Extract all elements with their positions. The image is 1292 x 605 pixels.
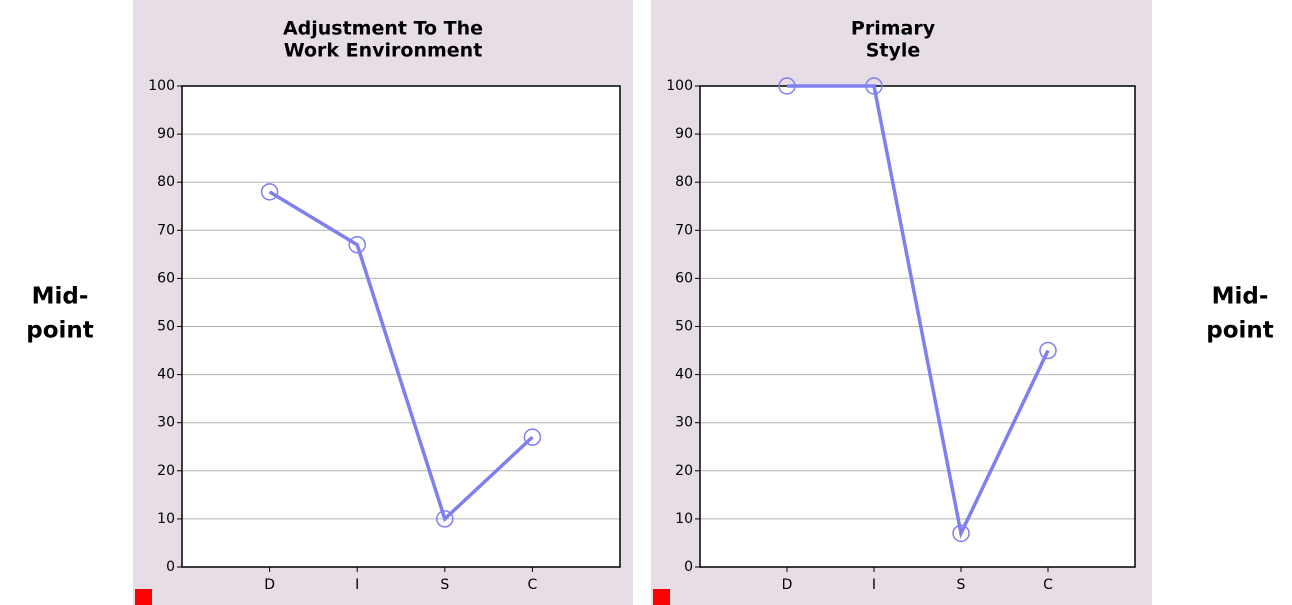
x-tick-label: D xyxy=(782,577,793,593)
y-tick-label: 30 xyxy=(675,415,693,431)
point-marker xyxy=(778,77,796,95)
y-tick-label: 90 xyxy=(675,126,693,142)
y-tick-label: 80 xyxy=(157,174,175,190)
y-tick-label: 60 xyxy=(157,270,175,286)
x-tick-label: D xyxy=(264,577,275,593)
x-tick-label: S xyxy=(957,577,966,593)
x-tick-label: C xyxy=(528,577,538,593)
indicator xyxy=(653,589,670,605)
point-marker xyxy=(523,428,542,446)
y-tick-label: 90 xyxy=(157,126,175,142)
y-tick-label: 0 xyxy=(166,559,175,575)
y-tick-label: 10 xyxy=(157,511,175,527)
point-marker xyxy=(348,235,366,254)
y-tick-label: 30 xyxy=(157,415,175,431)
y-tick-label: 100 xyxy=(148,78,175,94)
chart-title: Style xyxy=(866,40,921,62)
indicator xyxy=(135,589,152,605)
point-marker xyxy=(260,183,279,201)
y-tick-label: 80 xyxy=(675,174,693,190)
y-tick-label: 70 xyxy=(157,222,175,238)
x-tick-label: I xyxy=(872,577,876,593)
side-label: Mid- xyxy=(32,284,89,310)
side-label: point xyxy=(1206,318,1274,344)
y-tick-label: 20 xyxy=(157,463,175,479)
side-label: point xyxy=(26,318,94,344)
plot-border xyxy=(699,85,1136,568)
y-tick-label: 10 xyxy=(675,511,693,527)
point-marker xyxy=(436,510,454,528)
x-tick-label: I xyxy=(355,577,359,593)
point-marker xyxy=(865,77,883,95)
y-tick-label: 40 xyxy=(157,367,175,383)
x-tick-label: C xyxy=(1043,577,1053,593)
y-tick-label: 40 xyxy=(675,367,693,383)
y-tick-label: 20 xyxy=(675,463,693,479)
plot-border xyxy=(181,85,621,568)
chart-title: Adjustment To The xyxy=(283,18,483,40)
series-line xyxy=(268,190,534,523)
y-tick-label: 50 xyxy=(157,319,175,335)
y-tick-label: 70 xyxy=(675,222,693,238)
side-label: Mid- xyxy=(1212,284,1269,310)
chart-title: Primary xyxy=(851,18,936,40)
x-tick-label: S xyxy=(440,577,449,593)
chart-title: Work Environment xyxy=(284,40,483,62)
y-tick-label: 60 xyxy=(675,270,693,286)
y-tick-label: 0 xyxy=(684,559,693,575)
y-tick-label: 100 xyxy=(666,78,693,94)
series-line xyxy=(787,84,1050,539)
point-marker xyxy=(952,524,970,543)
y-tick-label: 50 xyxy=(675,319,693,335)
point-marker xyxy=(1039,341,1057,360)
